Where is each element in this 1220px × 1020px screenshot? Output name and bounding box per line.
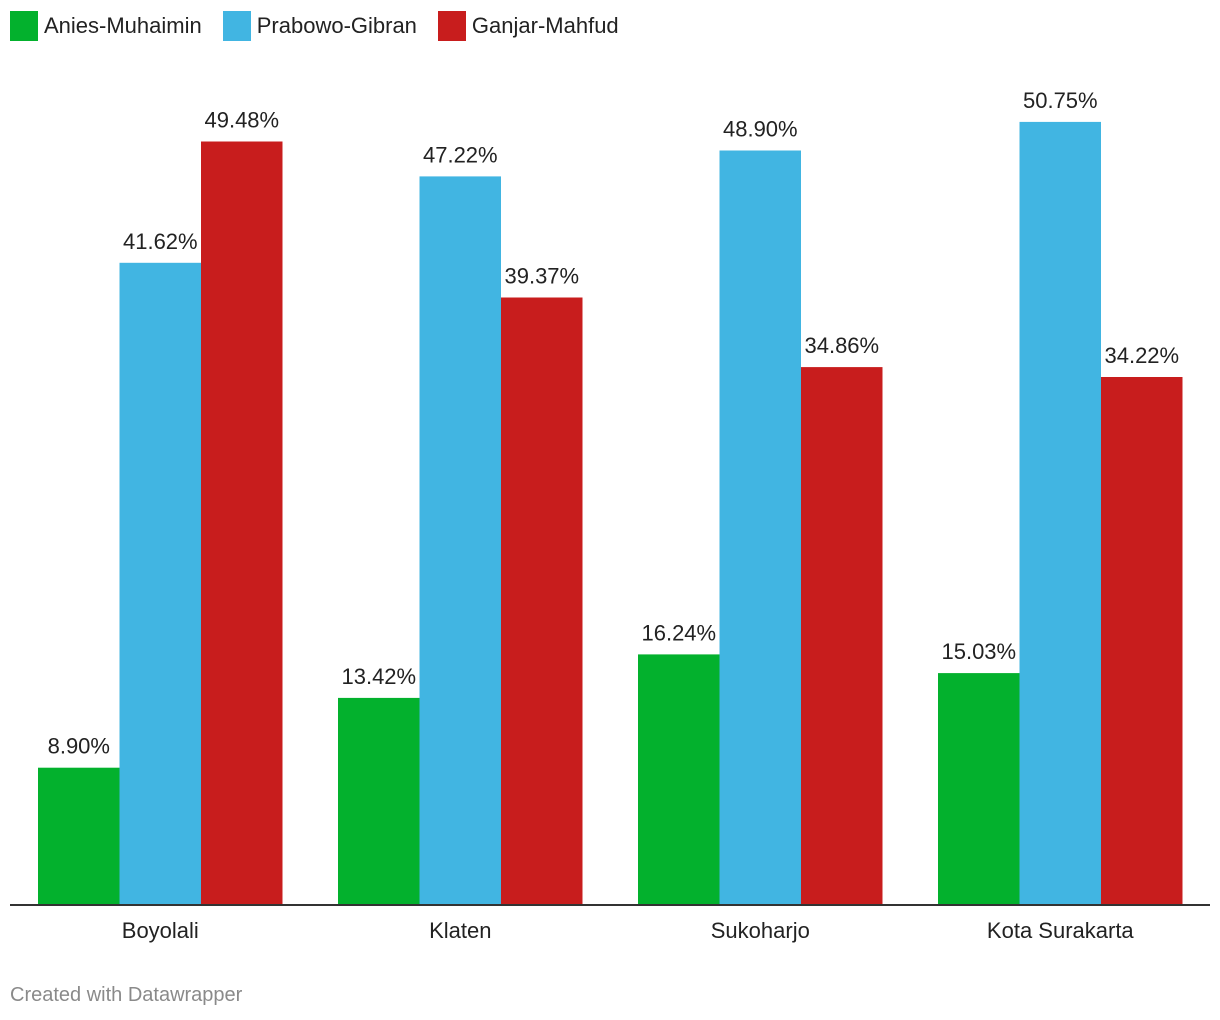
x-tick-label-sukoharjo: Sukoharjo <box>711 918 810 943</box>
legend-swatch-anies-muhaimin <box>10 11 38 41</box>
data-label-sukoharjo-ganjar-mahfud: 34.86% <box>804 333 879 358</box>
data-label-kota-surakarta-anies-muhaimin: 15.03% <box>941 639 1016 664</box>
chart-legend: Anies-Muhaimin Prabowo-Gibran Ganjar-Mah… <box>10 11 640 41</box>
data-label-klaten-prabowo-gibran: 47.22% <box>423 142 498 167</box>
bar-klaten-ganjar-mahfud <box>501 297 583 905</box>
legend-item-anies-muhaimin: Anies-Muhaimin <box>10 11 202 41</box>
bar-sukoharjo-ganjar-mahfud <box>801 367 883 906</box>
bar-sukoharjo-anies-muhaimin <box>638 654 720 905</box>
legend-swatch-prabowo-gibran <box>222 11 251 41</box>
bar-sukoharjo-prabowo-gibran <box>719 150 801 905</box>
bar-kota-surakarta-ganjar-mahfud <box>1101 377 1183 905</box>
data-label-boyolali-ganjar-mahfud: 49.48% <box>204 108 279 133</box>
bar-kota-surakarta-prabowo-gibran <box>1019 121 1101 905</box>
legend-label-anies-muhaimin: Anies-Muhaimin <box>44 13 202 38</box>
bar-klaten-anies-muhaimin <box>338 697 420 905</box>
legend-label-ganjar-mahfud: Ganjar-Mahfud <box>471 13 619 38</box>
data-label-boyolali-anies-muhaimin: 8.90% <box>48 734 110 759</box>
data-label-boyolali-prabowo-gibran: 41.62% <box>123 229 198 254</box>
data-label-klaten-anies-muhaimin: 13.42% <box>341 664 416 689</box>
bar-klaten-prabowo-gibran <box>419 176 501 905</box>
x-tick-label-klaten: Klaten <box>429 918 491 943</box>
legend-swatch-ganjar-mahfud <box>437 11 466 41</box>
bar-chart: 8.90% 41.62% 49.48% Boyolali 13.42% 47.22% 39.… <box>10 88 1210 943</box>
data-label-kota-surakarta-prabowo-gibran: 50.75% <box>1023 88 1098 113</box>
credit-text: Created with Datawrapper <box>10 984 243 1006</box>
data-label-klaten-ganjar-mahfud: 39.37% <box>504 264 579 289</box>
bar-boyolali-ganjar-mahfud <box>201 141 283 905</box>
bar-boyolali-anies-muhaimin <box>38 767 120 905</box>
bar-kota-surakarta-anies-muhaimin <box>938 673 1020 905</box>
legend-label-prabowo-gibran: Prabowo-Gibran <box>256 13 417 38</box>
bar-boyolali-prabowo-gibran <box>119 262 201 905</box>
legend-item-prabowo-gibran: Prabowo-Gibran <box>222 11 417 41</box>
data-label-sukoharjo-prabowo-gibran: 48.90% <box>723 117 798 142</box>
x-tick-label-boyolali: Boyolali <box>122 918 199 943</box>
data-label-sukoharjo-anies-muhaimin: 16.24% <box>641 620 716 645</box>
x-tick-label-kota-surakarta: Kota Surakarta <box>987 918 1135 943</box>
legend-item-ganjar-mahfud: Ganjar-Mahfud <box>437 11 619 41</box>
data-label-kota-surakarta-ganjar-mahfud: 34.22% <box>1104 343 1179 368</box>
